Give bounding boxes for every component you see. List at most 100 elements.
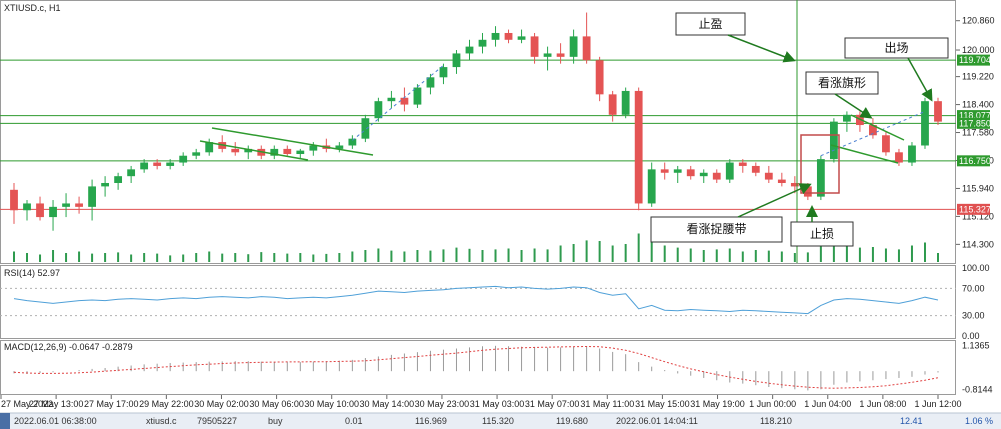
candle-body (764, 172, 773, 180)
level-tag-label: 117.850 (959, 118, 991, 128)
price-axis: 120.860 120.000 119.220 118.400 117.580 116.7… (956, 16, 995, 249)
status-ticket: 79505227 (197, 416, 237, 426)
annotation-overlays: 止盈 出场 看涨旗形 看涨捉腰带 止损 (199, 0, 949, 263)
price-tick-label: 120.000 (962, 45, 995, 55)
bull-flag-label: 看涨旗形 (818, 75, 866, 90)
status-percent: 1.06 % (965, 416, 993, 426)
candle-body (244, 148, 253, 153)
candle-body (751, 165, 760, 173)
candle-body (140, 162, 149, 170)
candle-body (231, 148, 240, 153)
candle (556, 43, 565, 64)
candle-body (465, 46, 474, 54)
status-sl: 115.320 (482, 416, 514, 426)
time-tick-label: 27 May 17:00 (84, 399, 139, 409)
candle-body (882, 135, 890, 153)
candle (738, 159, 747, 173)
level-tag-bg (957, 54, 990, 66)
candle (205, 138, 214, 156)
macd-tick-label: 1.1365 (962, 340, 990, 350)
rsi-tick-label: 100.00 (962, 263, 990, 273)
candle (127, 165, 136, 183)
candle (465, 39, 474, 61)
trade-status-bar[interactable]: 2022.06.01 06:38:00 xtiusd.c 79505227 bu… (0, 412, 1001, 429)
symbol-label: XTIUSD.c, H1 (4, 3, 61, 13)
status-profit: 12.41 (900, 416, 923, 426)
candle-body (908, 145, 916, 163)
time-tick-label: 30 May 06:00 (249, 399, 304, 409)
candle-body (36, 203, 44, 218)
candle (621, 87, 630, 119)
candle (153, 159, 162, 170)
time-tick-label: 29 May 22:00 (139, 399, 194, 409)
candle (374, 97, 383, 122)
level-tag-bg (957, 110, 990, 122)
rsi-pane[interactable]: RSI(14) 52.97 (0, 265, 956, 339)
candle (413, 84, 422, 108)
price-tick-label: 118.400 (962, 100, 994, 110)
candle (829, 118, 838, 163)
candle-body (114, 176, 123, 183)
status-tp: 119.680 (556, 416, 588, 426)
candle-body (478, 39, 487, 47)
candle-body (621, 90, 630, 115)
candle (62, 193, 70, 218)
belt-hold-box (800, 134, 840, 194)
candle-body (62, 203, 70, 207)
candle-body (283, 148, 292, 155)
belt-hold-arrow (737, 183, 812, 218)
flag-line-upper-left (211, 127, 374, 156)
candle (543, 46, 552, 71)
stop-loss-label-box: 止损 (790, 221, 854, 247)
candle (764, 165, 773, 183)
time-tick-label: 27 May 13:00 (29, 399, 84, 409)
candlesticks (10, 12, 942, 231)
belt-hold-label-box: 看涨捉腰带 (650, 216, 783, 243)
candle-body (270, 148, 279, 156)
status-close-time: 2022.06.01 14:04:11 (616, 416, 698, 426)
bull-flag-label-box: 看涨旗形 (805, 71, 879, 95)
candle-body (777, 179, 786, 183)
candle (114, 172, 123, 190)
candle (660, 162, 669, 180)
macd-label: MACD(12,26,9) -0.0647 -0.2879 (4, 342, 133, 352)
candle (231, 142, 240, 156)
rsi-label: RSI(14) 52.97 (4, 268, 60, 278)
candle-body (816, 159, 825, 197)
candle-body (608, 94, 617, 115)
candle-body (660, 169, 669, 173)
candle-body (101, 182, 110, 187)
time-tick-label: 31 May 15:00 (635, 399, 690, 409)
candle-body (23, 203, 31, 211)
price-tick-label: 115.120 (962, 211, 994, 221)
candle-body (192, 152, 201, 156)
time-tick-label: 31 May 11:00 (580, 399, 634, 409)
candle-body (634, 90, 643, 204)
candle-body (647, 169, 656, 204)
candle (595, 56, 604, 102)
candle (634, 87, 643, 211)
macd-pane[interactable]: MACD(12,26,9) -0.0647 -0.2879 (0, 340, 956, 395)
macd-axis: 1.1365 -0.8144 (962, 340, 993, 394)
candle-body (491, 32, 500, 40)
flag-line-lower-left (199, 140, 309, 161)
level-tag-bg (957, 117, 990, 129)
candle (296, 148, 305, 160)
level-tag-bg (957, 203, 990, 215)
candle (934, 97, 942, 126)
candle-body (595, 60, 604, 95)
candle-body (725, 162, 734, 180)
candle-body (400, 97, 409, 105)
rsi-tick-label: 0.00 (962, 331, 980, 341)
candle (895, 148, 903, 166)
candle (751, 162, 760, 177)
stop-loss-label: 止损 (810, 227, 834, 241)
candle-body (569, 36, 578, 57)
candle (270, 145, 279, 160)
flag-line-lower-right (830, 144, 899, 164)
time-tick-label: 27 May 2022 (1, 399, 53, 409)
candle (387, 90, 396, 108)
candle-body (686, 169, 695, 177)
